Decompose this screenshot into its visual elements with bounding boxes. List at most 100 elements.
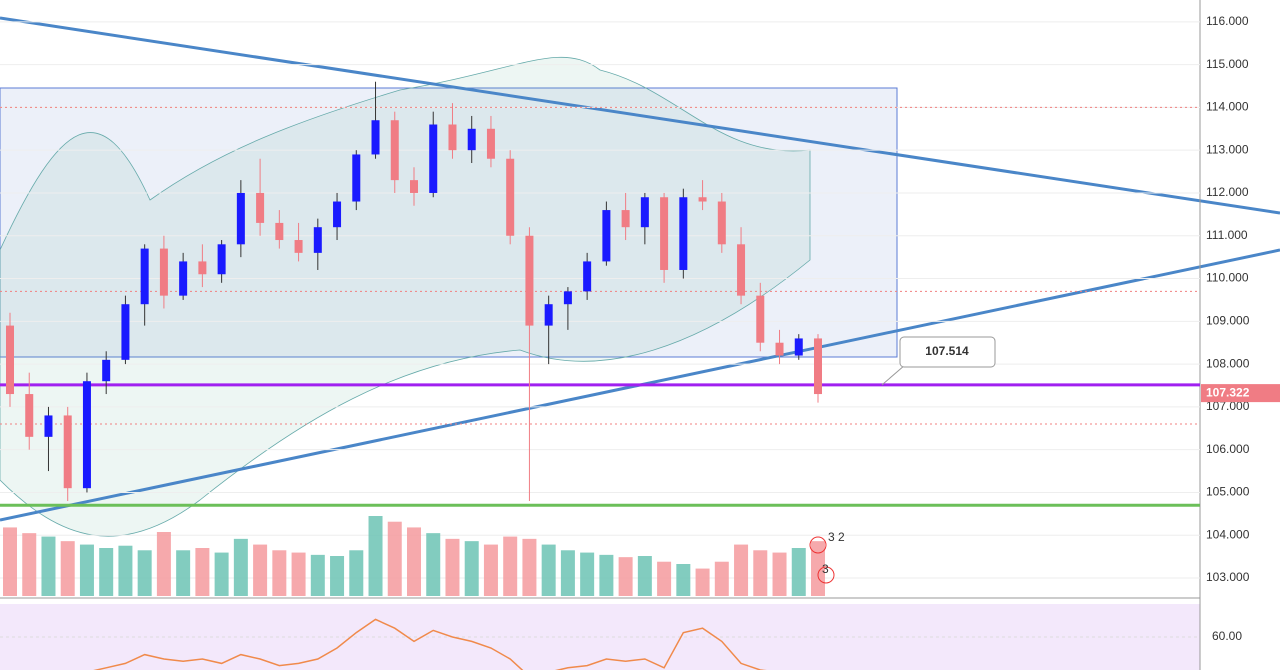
volume-bar [407, 527, 421, 596]
candle-body [256, 192, 265, 223]
candle-body [313, 227, 322, 253]
rsi-line [93, 618, 767, 670]
volume-bar [291, 552, 306, 596]
candle-body [236, 192, 245, 245]
candle-body [102, 359, 111, 382]
volume-bar [426, 533, 441, 596]
candle-body [775, 342, 784, 356]
candle-body [756, 295, 765, 343]
volume-bar [676, 564, 691, 596]
volume-bar [233, 538, 248, 596]
y-tick-label: 116.000 [1206, 14, 1249, 28]
volume-bar [137, 550, 152, 596]
candle-body [275, 222, 284, 241]
volume-bar [772, 552, 787, 596]
candle-body [486, 128, 495, 159]
volume-bar [349, 550, 364, 596]
candle-body [814, 338, 822, 395]
last-price-label: 107.322 [1206, 385, 1250, 399]
volume-bar [618, 557, 633, 596]
candle-body [44, 415, 53, 437]
candle-body [794, 338, 803, 356]
candle-body [737, 244, 746, 296]
candle-body [25, 394, 34, 437]
candle-body [82, 381, 91, 489]
event-icon [817, 566, 835, 584]
volume-bar [156, 532, 171, 596]
event-icon [809, 536, 827, 554]
candle-body [640, 197, 649, 228]
volume-bar [330, 556, 345, 596]
y-tick-label: 110.000 [1206, 271, 1249, 285]
candle-body [217, 244, 226, 275]
candle-body [467, 128, 476, 151]
candle-body [506, 158, 515, 236]
rsi-tick-label: 60.00 [1212, 629, 1242, 643]
y-tick-label: 113.000 [1206, 142, 1249, 156]
candle-body [159, 248, 168, 296]
candle-body [121, 304, 130, 360]
volume-bar [560, 550, 575, 596]
volume-bar [503, 536, 518, 596]
volume-bar [387, 521, 402, 596]
volume-bar [118, 545, 133, 596]
volume-bar [580, 552, 595, 596]
volume-bar [272, 550, 287, 596]
volume-bar [599, 554, 614, 596]
y-tick-label: 104.000 [1206, 527, 1250, 541]
candle-body [717, 201, 726, 245]
y-tick-label: 114.000 [1206, 100, 1249, 114]
candle-body [429, 124, 438, 193]
candle-body [140, 248, 149, 305]
price-pane [0, 0, 1200, 596]
y-tick-label: 112.000 [1206, 185, 1249, 199]
candle-body [660, 197, 669, 270]
y-tick-label: 107.000 [1206, 399, 1250, 413]
candle-body [410, 180, 418, 193]
callout-box [899, 336, 996, 368]
candle-body [352, 154, 361, 202]
volume-bar [483, 544, 498, 596]
y-tick-label: 103.000 [1206, 570, 1250, 584]
volume-bar [99, 548, 114, 596]
y-tick-label: 115.000 [1206, 57, 1249, 71]
volume-bar [60, 541, 75, 596]
candle-body [63, 415, 72, 489]
volume-bar [714, 561, 729, 596]
event-label: 3 [822, 562, 829, 576]
volume-bar [214, 552, 229, 596]
volume-bar [253, 544, 268, 596]
trendline [0, 16, 1280, 215]
candle-body [698, 197, 707, 202]
candle-body [371, 120, 380, 155]
y-tick-label: 106.000 [1206, 442, 1250, 456]
candle-body [448, 124, 457, 151]
callout-label: 107.514 [925, 344, 969, 358]
candle-body [333, 201, 342, 228]
volume-bar [791, 548, 806, 596]
volume-bar [176, 550, 191, 596]
candle-body [583, 261, 592, 292]
candle-body [6, 325, 14, 395]
candle-body [198, 261, 207, 275]
volume-bar [368, 516, 383, 596]
y-tick-label: 105.000 [1206, 485, 1250, 499]
volume-bar [811, 541, 825, 596]
volume-bar [753, 550, 768, 596]
callout-pointer [881, 364, 906, 386]
candle-body [621, 210, 630, 228]
volume-bar [41, 536, 56, 596]
volume-bar [79, 544, 94, 596]
candle-body [179, 261, 188, 296]
candle-body [390, 120, 399, 181]
candle-body [294, 240, 303, 253]
candle-body [563, 291, 572, 305]
volume-bar [464, 541, 479, 596]
volume-bar [195, 548, 210, 596]
y-tick-label: 109.000 [1206, 313, 1250, 327]
y-tick-label: 108.000 [1206, 356, 1250, 370]
last-price-tag [1201, 384, 1280, 403]
volume-bar [541, 544, 556, 596]
volume-bar [3, 527, 17, 596]
